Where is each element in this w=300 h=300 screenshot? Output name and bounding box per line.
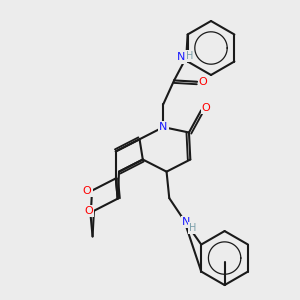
- Text: H: H: [189, 223, 197, 233]
- Text: O: O: [83, 186, 92, 196]
- Text: O: O: [202, 103, 211, 113]
- Text: N: N: [177, 52, 185, 62]
- Text: O: O: [85, 206, 93, 216]
- Text: N: N: [159, 122, 167, 132]
- Text: N: N: [182, 217, 190, 227]
- Text: H: H: [186, 51, 193, 62]
- Text: O: O: [199, 77, 207, 87]
